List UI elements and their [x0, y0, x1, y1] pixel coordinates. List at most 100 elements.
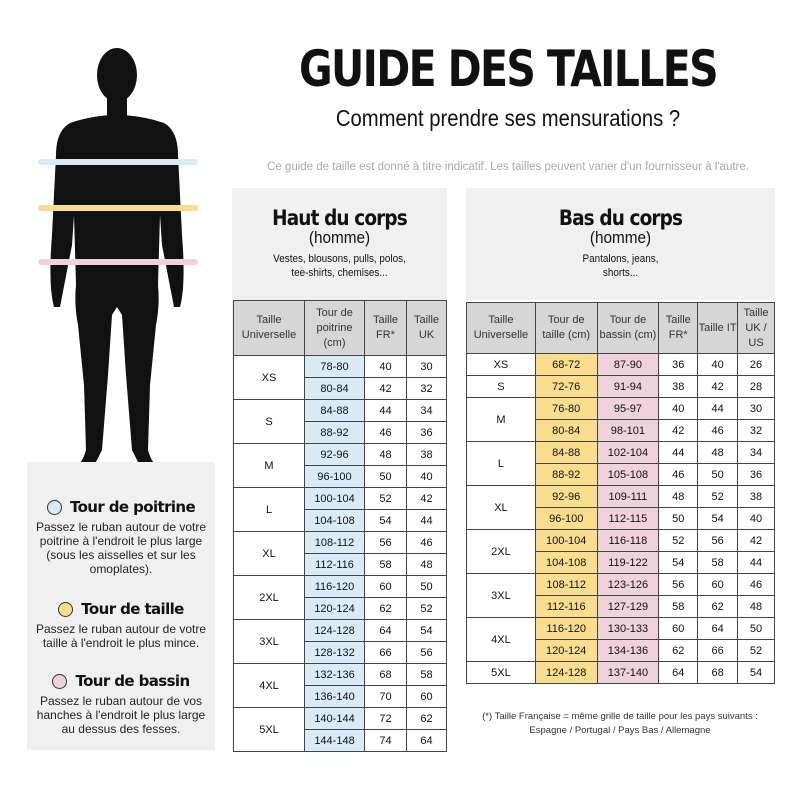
table-row: 104-108 119-122 54 58 44 [467, 551, 775, 574]
value-cell: 72-76 [534, 375, 598, 398]
value-cell: 84-88 [534, 441, 598, 464]
column-header: Taille UK / US [737, 302, 775, 354]
table-row: 144-148 74 64 [234, 729, 447, 752]
value-cell: 120-124 [304, 597, 365, 620]
value-cell: 134-136 [596, 639, 660, 662]
value-cell: 50 [406, 575, 447, 598]
table-row: 2XL 116-120 60 50 [233, 575, 447, 620]
value-cell: 58 [364, 553, 407, 576]
size-cell: 2XL [233, 575, 305, 620]
value-cell: 36 [406, 421, 447, 444]
column-header: Tour de bassin (cm) [596, 302, 660, 354]
value-cell: 28 [737, 375, 775, 398]
page-title: GUIDE DES TAILLES [298, 40, 719, 98]
value-cell: 104-108 [534, 551, 598, 574]
value-cell: 48 [364, 443, 407, 466]
measure-text: Passez le ruban autour de votre taille à… [35, 622, 207, 650]
column-header: Tour de taille (cm) [534, 302, 598, 354]
value-cell: 42 [406, 487, 447, 510]
value-cell: 96-100 [534, 507, 598, 530]
body-silhouette-icon [50, 48, 184, 470]
bottom-panel: Bas du corps (homme) Pantalons, jeans, s… [466, 188, 775, 300]
table-row: L 100-104 52 42 [233, 487, 447, 532]
measure-title: Tour de bassin [75, 672, 190, 690]
size-cell: M [466, 397, 536, 442]
value-cell: 52 [364, 487, 407, 510]
table-row: S 84-88 44 34 [233, 399, 447, 444]
value-cell: 104-108 [304, 509, 365, 532]
value-cell: 68 [697, 661, 739, 684]
value-cell: 88-92 [534, 463, 598, 486]
value-cell: 105-108 [596, 463, 660, 486]
table-row: XL 92-96 109-111 48 52 38 [466, 485, 775, 530]
size-cell: 2XL [466, 529, 536, 574]
footnote-line: (*) Taille Française = même grille de ta… [482, 711, 758, 722]
value-cell: 46 [364, 421, 407, 444]
column-header: Tour de poitrine (cm) [304, 300, 365, 356]
value-cell: 84-88 [304, 399, 365, 422]
size-cell: S [233, 399, 305, 444]
value-cell: 98-101 [596, 419, 660, 442]
column-header: Taille Universelle [466, 302, 536, 354]
value-cell: 30 [737, 397, 775, 420]
value-cell: 92-96 [304, 443, 365, 466]
value-cell: 50 [737, 617, 775, 640]
measure-waist: Tour de taille Passez le ruban autour de… [27, 600, 215, 650]
value-cell: 66 [364, 641, 407, 664]
size-cell: XL [466, 485, 536, 530]
table-row: 5XL 124-128 137-140 64 68 54 [466, 661, 775, 684]
bottom-size-table: Taille Universelle Tour de taille (cm) Tou… [466, 302, 775, 684]
table-row: 120-124 62 52 [234, 597, 447, 620]
value-cell: 87-90 [596, 353, 660, 376]
size-cell: 3XL [233, 619, 305, 664]
value-cell: 64 [364, 619, 407, 642]
value-cell: 102-104 [596, 441, 660, 464]
value-cell: 46 [658, 463, 699, 486]
value-cell: 38 [658, 375, 699, 398]
value-cell: 60 [406, 685, 447, 708]
column-header: Taille Universelle [233, 300, 305, 356]
table-row: S 72-76 91-94 38 42 28 [466, 375, 775, 398]
value-cell: 44 [406, 509, 447, 532]
value-cell: 60 [697, 573, 739, 596]
value-cell: 46 [697, 419, 739, 442]
table-row: 4XL 116-120 130-133 60 64 50 [466, 617, 775, 662]
value-cell: 128-132 [304, 641, 365, 664]
value-cell: 56 [697, 529, 739, 552]
measure-text: Passez le ruban autour de votre poitrine… [35, 520, 207, 576]
value-cell: 64 [658, 661, 699, 684]
value-cell: 60 [658, 617, 699, 640]
value-cell: 112-115 [596, 507, 660, 530]
value-cell: 96-100 [304, 465, 365, 488]
value-cell: 62 [406, 707, 447, 730]
value-cell: 34 [737, 441, 775, 464]
value-cell: 144-148 [304, 729, 365, 752]
value-cell: 26 [737, 353, 775, 376]
waist-line [38, 205, 198, 211]
value-cell: 91-94 [596, 375, 660, 398]
value-cell: 56 [406, 641, 447, 664]
value-cell: 42 [737, 529, 775, 552]
value-cell: 56 [364, 531, 407, 554]
value-cell: 34 [406, 399, 447, 422]
value-cell: 48 [406, 553, 447, 576]
size-cell: L [233, 487, 305, 532]
table-row: 112-116 58 48 [234, 553, 447, 576]
value-cell: 78-80 [304, 355, 365, 378]
value-cell: 42 [364, 377, 407, 400]
measure-chest: Tour de poitrine Passez le ruban autour … [27, 498, 215, 576]
value-cell: 108-112 [534, 573, 598, 596]
column-header: Taille FR* [658, 302, 699, 354]
value-cell: 88-92 [304, 421, 365, 444]
value-cell: 48 [737, 595, 775, 618]
value-cell: 54 [737, 661, 775, 684]
value-cell: 112-116 [534, 595, 598, 618]
value-cell: 116-120 [304, 575, 365, 598]
chest-line [38, 159, 198, 165]
value-cell: 38 [737, 485, 775, 508]
column-header: Taille UK [406, 300, 447, 356]
table-row: 88-92 46 36 [234, 421, 447, 444]
table-row: M 76-80 95-97 40 44 30 [466, 397, 775, 442]
value-cell: 54 [406, 619, 447, 642]
value-cell: 48 [697, 441, 739, 464]
